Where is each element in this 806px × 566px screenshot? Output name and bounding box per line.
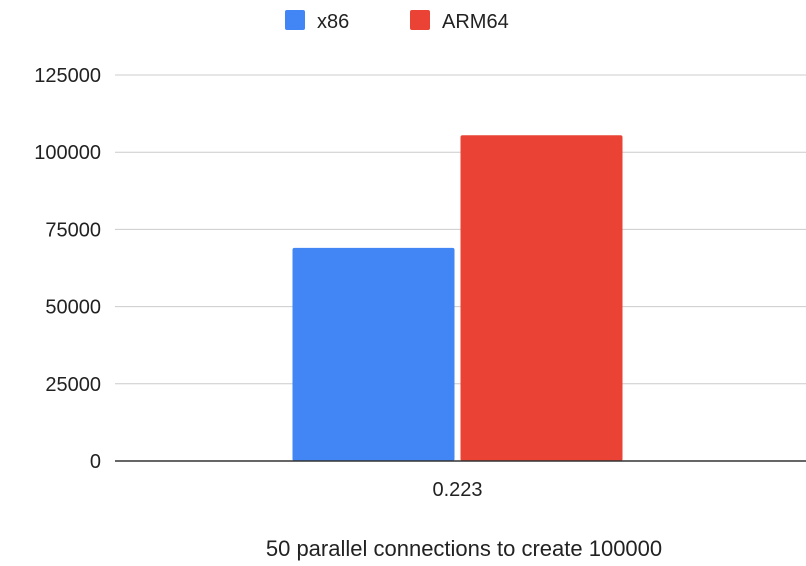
y-tick-label: 0 — [90, 451, 101, 473]
y-tick-label: 75000 — [45, 219, 101, 241]
y-tick-label: 125000 — [34, 65, 101, 87]
x-tick-label: 0.223 — [432, 479, 482, 501]
legend-label-arm64: ARM64 — [442, 11, 509, 33]
legend-label-x86: x86 — [317, 11, 349, 33]
legend-swatch-arm64 — [410, 10, 430, 30]
bar-arm64 — [460, 135, 623, 461]
x-axis-title: 50 parallel connections to create 100000 — [266, 536, 662, 561]
legend-swatch-x86 — [285, 10, 305, 30]
y-axis-ticks: 0 25000 50000 75000 100000 125000 — [34, 65, 101, 473]
x-axis-ticks: 0.223 — [432, 479, 482, 501]
y-tick-label: 25000 — [45, 374, 101, 396]
y-tick-label: 50000 — [45, 297, 101, 319]
bar-x86 — [292, 247, 455, 461]
legend: x86 ARM64 — [285, 10, 509, 33]
y-tick-label: 100000 — [34, 142, 101, 164]
bars — [292, 135, 623, 461]
